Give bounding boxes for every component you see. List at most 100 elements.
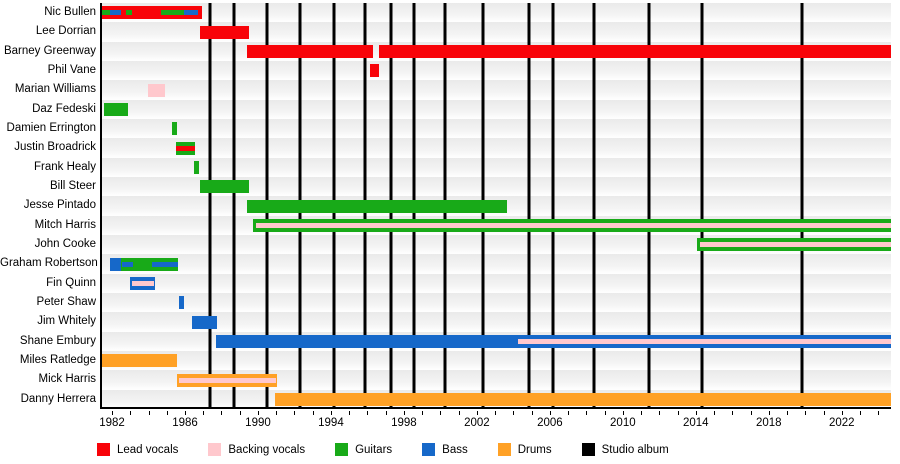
timeline-row [102,99,891,119]
timeline-bar-guitars [104,102,128,116]
axis-tick [458,411,460,415]
axis-tick [495,411,497,415]
timeline-row [102,138,891,158]
member-label: Barney Greenway [3,44,96,57]
timeline-bar-backing_vocals [699,242,891,248]
axis-tick [294,411,296,415]
timeline-bar-backing_vocals [517,338,891,344]
axis-tick [440,411,442,415]
timeline-bar-bass [152,261,178,267]
axis-tick [513,411,515,415]
timeline-bar-bass [122,261,134,267]
lead-vocals-swatch [97,443,110,456]
timeline-bar-bass [191,315,217,329]
member-label: Bill Steer [49,180,96,192]
legend-item-drums: Drums [497,443,552,456]
timeline-row [102,61,891,81]
member-label: Marian Williams [14,83,96,96]
axis-tick [385,411,387,415]
timeline-row [102,351,891,371]
axis-tick [476,411,478,415]
legend: Lead vocals Backing vocals Guitars Bass Drum… [97,443,669,456]
axis-tick [403,411,405,415]
timeline-row [102,119,891,139]
axis-year-label: 1990 [245,417,271,429]
axis-tick [732,411,734,415]
axis-tick [276,411,278,415]
legend-label: Guitars [355,443,393,456]
timeline-bar-bass [178,296,184,310]
bass-swatch [422,443,436,456]
axis-year-label: 1982 [99,417,125,429]
member-label: Jim Whitely [37,315,96,328]
member-label: Nic Bullen [44,6,96,18]
timeline-bar-guitars [121,257,178,271]
backing-vocals-swatch [208,443,222,456]
member-label: Fin Quinn [46,276,96,289]
axis-tick [185,411,186,415]
axis-tick [878,411,880,415]
timeline-row [102,157,891,177]
axis-tick [257,411,259,415]
timeline-row [102,254,891,274]
studio-album-line [232,3,236,407]
member-label: Graham Robertson [0,257,98,270]
member-label: Justin Broadrick [14,141,96,154]
timeline-bar-backing_vocals [255,222,891,228]
member-label: Peter Shaw [36,296,96,308]
timeline-bar-bass [110,10,122,16]
legend-item-bass: Bass [422,443,468,456]
studio-album-line [700,3,704,407]
timeline-bar-bass [183,10,198,16]
axis-tick [549,411,551,415]
studio-album-line [800,3,804,407]
axis-tick [859,411,861,415]
timeline-bar-lead_vocals [379,44,891,58]
axis-year-label: 1998 [391,417,417,429]
axis-tick [166,411,168,415]
timeline-bar-drums [275,392,891,406]
legend-item-guitars: Guitars [335,443,392,456]
axis-tick [203,411,205,415]
timeline-bar-guitars [200,180,249,194]
axis-tick [641,411,643,415]
member-label: Jesse Pintado [23,199,96,212]
axis-tick [349,411,351,415]
timeline-bar-guitars [246,199,508,213]
axis-tick [823,411,825,415]
axis-tick [604,411,606,415]
timeline-bar-guitars [194,160,199,174]
timeline-row [102,312,891,332]
axis-tick [312,411,314,415]
axis-tick [367,411,369,415]
member-label: Lee Dorrian [35,25,96,38]
member-label: Mitch Harris [34,218,96,231]
axis-year-label: 2002 [464,417,490,429]
studio-album-line [527,3,531,407]
member-label: Danny Herrera [20,392,96,405]
timeline-bar-guitars [171,122,177,136]
axis-tick [422,411,424,415]
axis-tick [768,411,770,415]
timeline-bar-lead_vocals [246,44,374,58]
studio-album-swatch [581,443,595,456]
member-label: John Cooke [34,238,96,250]
legend-label: Drums [517,443,552,456]
timeline-row [102,273,891,293]
axis-tick [841,411,843,415]
axis-tick [568,411,570,415]
guitars-swatch [335,443,349,456]
member-label: Mick Harris [38,373,97,386]
timeline-bar-backing_vocals [131,280,155,286]
axis-tick [330,411,332,415]
axis-year-label: 2022 [828,417,855,429]
member-label: Daz Fedeski [32,102,96,115]
legend-label: Bass [442,443,468,456]
axis-tick [112,411,114,415]
axis-year-label: 1994 [318,417,344,429]
axis-tick [239,411,241,415]
axis-tick [659,411,661,415]
legend-item-backing_vocals: Backing vocals [208,443,305,456]
timeline-bar-lead_vocals [200,25,249,39]
studio-album-line [208,3,212,407]
